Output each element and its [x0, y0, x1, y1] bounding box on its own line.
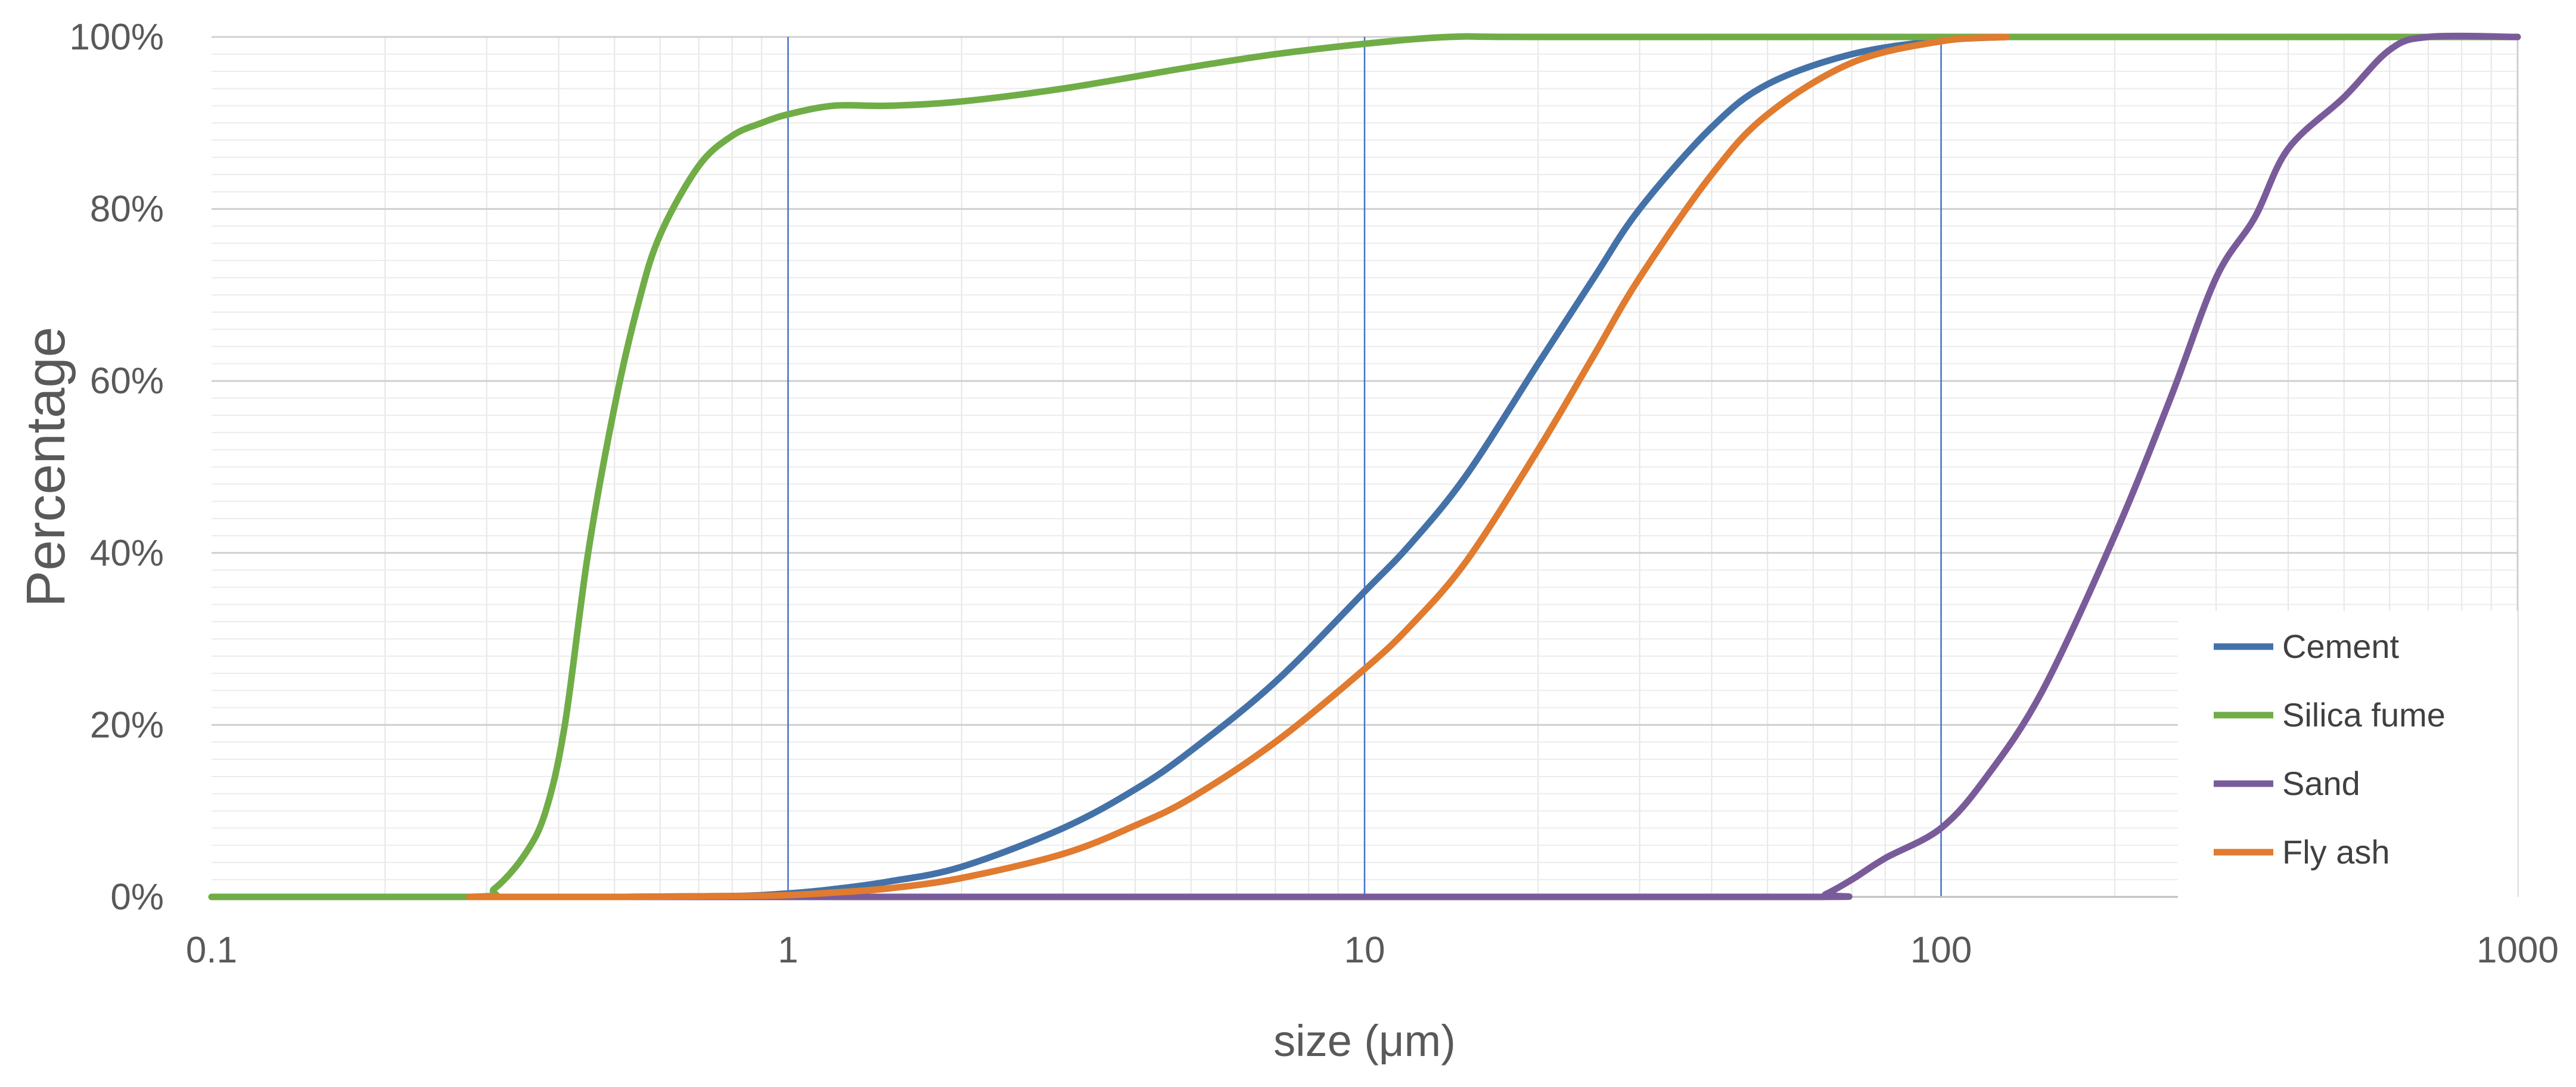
- y-axis-tick-labels: 0% 20% 40% 60% 80% 100%: [69, 17, 164, 918]
- x-tick-label: 10: [1344, 930, 1385, 971]
- x-tick-label: 0.1: [186, 930, 237, 971]
- legend-label: Sand: [2282, 765, 2360, 802]
- series-line-fly-ash: [466, 33, 2011, 900]
- y-tick-label: 40%: [90, 533, 164, 574]
- x-tick-label: 100: [1910, 930, 1972, 971]
- y-axis-title: Percentage: [15, 327, 76, 607]
- x-axis-title: size (μm): [1273, 1016, 1456, 1066]
- x-tick-label: 1000: [2476, 930, 2559, 971]
- legend-label: Cement: [2282, 628, 2400, 665]
- y-tick-label: 20%: [90, 704, 164, 746]
- series-line-sand: [466, 32, 2521, 900]
- legend: Cement Silica fume Sand Fly ash: [2178, 611, 2518, 903]
- y-tick-label: 0%: [110, 877, 164, 918]
- legend-label: Fly ash: [2282, 833, 2390, 871]
- legend-label: Silica fume: [2282, 696, 2446, 734]
- series-layer: [208, 32, 2521, 900]
- y-tick-label: 60%: [90, 361, 164, 402]
- series-line-silica-fume: [208, 33, 2521, 900]
- y-tick-label: 80%: [90, 189, 164, 230]
- x-axis-tick-labels: 0.1 1 10 100 1000: [186, 930, 2559, 971]
- y-tick-label: 100%: [69, 17, 164, 58]
- x-tick-label: 1: [778, 930, 798, 971]
